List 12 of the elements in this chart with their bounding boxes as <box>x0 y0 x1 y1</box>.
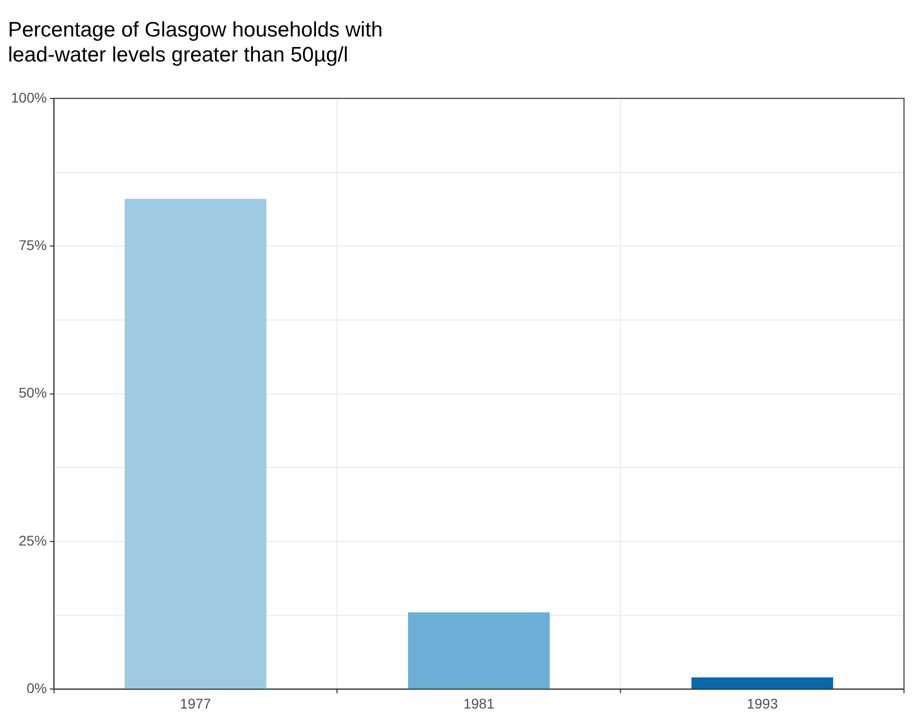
bar <box>124 198 266 689</box>
bar <box>408 612 550 689</box>
chart-title: Percentage of Glasgow households with lead-water levels greater than 50µg/l <box>8 18 383 67</box>
y-tick-label: 75% <box>18 236 47 253</box>
x-tick-label: 1981 <box>463 695 495 712</box>
x-tick-label: 1993 <box>746 695 778 712</box>
y-tick-label: 25% <box>18 532 47 548</box>
bar <box>691 677 834 689</box>
y-tick-label: 50% <box>18 384 47 401</box>
y-tick-label: 0% <box>26 680 47 696</box>
y-tick-label: 100% <box>10 89 47 106</box>
x-tick-label: 1977 <box>180 695 212 712</box>
